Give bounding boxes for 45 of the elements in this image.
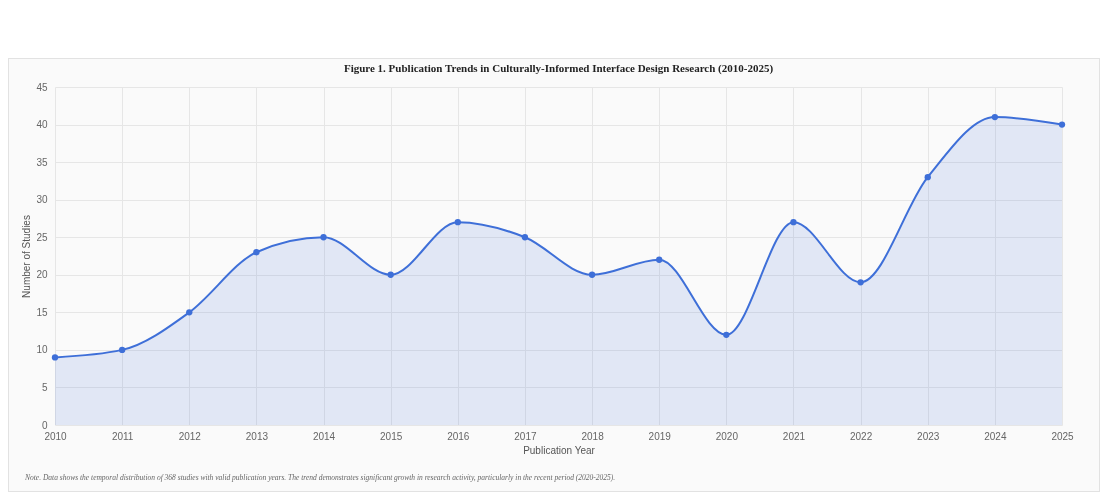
y-tick-label: 30 [36, 194, 48, 206]
y-axis-title: Number of Studies [21, 215, 33, 298]
x-tick-label: 2010 [44, 430, 68, 442]
x-tick-label: 2019 [648, 430, 672, 442]
y-tick-label: 45 [36, 81, 48, 93]
x-tick-label: 2018 [581, 430, 605, 442]
x-tick-label: 2025 [1051, 430, 1075, 442]
x-tick-label: 2017 [514, 430, 537, 442]
point [924, 173, 931, 181]
x-tick-label: 2024 [984, 430, 1007, 442]
x-tick-label: 2023 [917, 430, 940, 442]
point [723, 331, 730, 339]
x-axis-title: Publication Year [523, 444, 596, 456]
y-tick-label: 5 [41, 381, 48, 393]
x-tick-label: 2016 [447, 430, 470, 442]
point [656, 256, 663, 263]
point [454, 219, 461, 226]
point [118, 346, 126, 354]
x-tick-label: 2013 [245, 430, 269, 442]
y-tick-label: 10 [36, 344, 48, 356]
x-tick-label: 2015 [380, 430, 403, 442]
point [521, 234, 529, 241]
y-tick-label: 15 [36, 306, 48, 318]
x-tick-label: 2014 [312, 430, 336, 442]
y-tick-label: 20 [36, 269, 48, 281]
point [790, 219, 797, 226]
x-tick-label: 2012 [178, 430, 202, 442]
point [186, 309, 193, 316]
point [857, 279, 864, 286]
y-tick-label: 0 [41, 419, 48, 431]
point [1058, 121, 1066, 128]
point [51, 354, 59, 361]
chart-title: Figure 1. Publication Trends in Culturally-Informed Interface Design Research (2010-2025) [343, 62, 774, 75]
x-tick-label: 2021 [782, 430, 806, 442]
x-tick-label: 2022 [849, 430, 873, 442]
point [387, 271, 394, 278]
point [991, 113, 999, 121]
y-tick-label: 35 [36, 156, 48, 168]
point [253, 249, 260, 256]
x-tick-label: 2020 [715, 430, 739, 442]
point [320, 234, 327, 241]
y-tick-label: 40 [36, 119, 48, 131]
y-tick-label: 25 [36, 231, 48, 243]
x-tick-label: 2011 [111, 430, 134, 442]
point [588, 271, 596, 278]
